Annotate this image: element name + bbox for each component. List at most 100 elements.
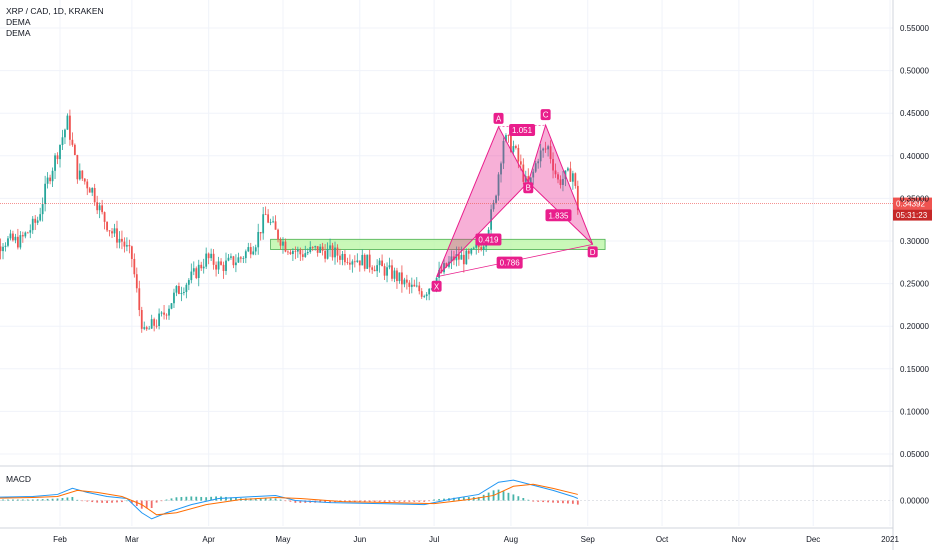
macd-histogram-bar xyxy=(41,499,44,501)
time-axis[interactable]: Feb Mar Apr May Jun Jul Aug Sep Oct Nov Dec 2021 xyxy=(53,535,899,544)
candle-body xyxy=(143,327,146,329)
candle-body xyxy=(96,202,99,211)
candle-body xyxy=(299,249,302,255)
candle-body xyxy=(130,246,133,259)
candle-body xyxy=(532,171,535,178)
candle-body xyxy=(542,148,545,151)
pattern-ratio-badge[interactable] xyxy=(545,209,572,222)
macd-indicator-label[interactable]: MACD xyxy=(6,474,32,484)
macd-histogram-bar xyxy=(418,500,421,502)
support-zone[interactable] xyxy=(270,238,606,250)
candle-body xyxy=(517,147,520,162)
candle-body xyxy=(217,261,220,270)
candle-body xyxy=(254,247,257,252)
candle-body xyxy=(554,170,557,175)
macd-histogram-bar xyxy=(121,500,123,503)
candle-body xyxy=(492,202,495,210)
pattern-point-a-badge[interactable] xyxy=(493,112,504,124)
macd-histogram-bar xyxy=(180,497,183,501)
time-tick-label: May xyxy=(275,535,290,544)
candle-body xyxy=(71,139,74,145)
price-tick-label: 0.10000 xyxy=(900,407,929,416)
pattern-point-d-badge[interactable] xyxy=(587,246,598,258)
pattern-leg-bcd[interactable] xyxy=(527,123,594,245)
candle-body xyxy=(366,254,369,269)
macd-histogram-bar xyxy=(71,496,74,501)
harmonic-pattern[interactable]: X A B C D 1.051 0.419 1.835 0.786 xyxy=(431,109,598,292)
support-zone-rect[interactable] xyxy=(270,238,606,250)
candle-body xyxy=(66,115,69,130)
macd-histogram-bar xyxy=(160,500,163,502)
price-tick-label: 0.35000 xyxy=(900,194,929,203)
macd-histogram-bar xyxy=(254,498,257,501)
candle-body xyxy=(160,312,163,314)
candle-body xyxy=(378,260,381,266)
candle-body xyxy=(54,155,56,171)
candle-body xyxy=(552,158,554,171)
time-tick-label: Nov xyxy=(732,535,746,544)
pattern-ratio-badge[interactable] xyxy=(496,256,523,269)
candle-body xyxy=(247,247,250,252)
candle-body xyxy=(336,247,339,256)
candle-body xyxy=(467,250,470,254)
candle-body xyxy=(403,279,406,285)
current-price-tag[interactable] xyxy=(893,197,932,210)
candle-body xyxy=(420,291,423,297)
candle-body xyxy=(401,272,403,285)
pattern-point-b-label: B xyxy=(526,184,531,193)
candle-body xyxy=(418,285,421,292)
candle-body xyxy=(140,310,143,329)
candle-body xyxy=(14,236,17,241)
candle-body xyxy=(135,274,138,289)
macd-histogram-bar xyxy=(284,500,287,502)
macd-histogram-bar xyxy=(264,498,267,501)
candle-body xyxy=(351,261,354,265)
macd-histogram-bar xyxy=(274,498,277,501)
indicator-dema-1[interactable]: DEMA xyxy=(6,17,31,27)
pattern-ratio-label: 1.835 xyxy=(548,211,569,220)
candle-body xyxy=(235,262,237,266)
candle-body xyxy=(227,257,230,261)
candle-body xyxy=(346,262,349,263)
macd-histogram-bar xyxy=(329,500,331,503)
candle-body xyxy=(4,245,7,247)
indicator-dema-2[interactable]: DEMA xyxy=(6,28,31,38)
current-price-label: 0.34392 xyxy=(896,200,925,209)
candle-body xyxy=(383,266,386,276)
macd-histogram-bar xyxy=(289,500,292,502)
candle-body xyxy=(549,146,552,159)
candle-body xyxy=(257,231,260,248)
pattern-point-b-badge[interactable] xyxy=(523,182,534,194)
macd-histogram-bar xyxy=(557,500,559,503)
price-tick-label: 0.45000 xyxy=(900,109,929,118)
macd-histogram-bar xyxy=(210,496,213,501)
candle-body xyxy=(386,267,388,276)
macd-histogram-bar xyxy=(467,497,470,501)
candle-body xyxy=(408,282,411,287)
candle-body xyxy=(86,181,89,189)
candle-body xyxy=(272,221,274,223)
pattern-leg-xab[interactable] xyxy=(436,125,529,278)
time-tick-label: Aug xyxy=(504,535,518,544)
candle-body xyxy=(121,238,123,242)
candle-body xyxy=(361,254,364,266)
pattern-ratio-badge[interactable] xyxy=(509,123,536,136)
macd-histogram-bar xyxy=(482,494,485,501)
price-axis[interactable]: 0.55000 0.50000 0.45000 0.40000 0.35000 0.300… xyxy=(900,24,929,459)
macd-histogram-bar xyxy=(363,500,366,502)
candle-body xyxy=(391,265,393,279)
pattern-point-c-badge[interactable] xyxy=(540,109,551,121)
candle-body xyxy=(103,212,106,222)
chart-legend: XRP / CAD, 1D, KRAKEN DEMA DEMA xyxy=(6,6,104,39)
macd-histogram-bar xyxy=(383,500,386,502)
candle-body xyxy=(59,144,61,160)
pattern-point-x-badge[interactable] xyxy=(431,280,442,292)
macd-histogram-bar xyxy=(26,499,29,501)
candle-body xyxy=(108,230,111,232)
candle-body xyxy=(321,246,324,251)
candle-body xyxy=(311,247,314,248)
pattern-ratio-badge[interactable] xyxy=(475,233,502,246)
macd-histogram-bar xyxy=(195,496,198,501)
symbol-title[interactable]: XRP / CAD, 1D, KRAKEN xyxy=(6,6,104,16)
